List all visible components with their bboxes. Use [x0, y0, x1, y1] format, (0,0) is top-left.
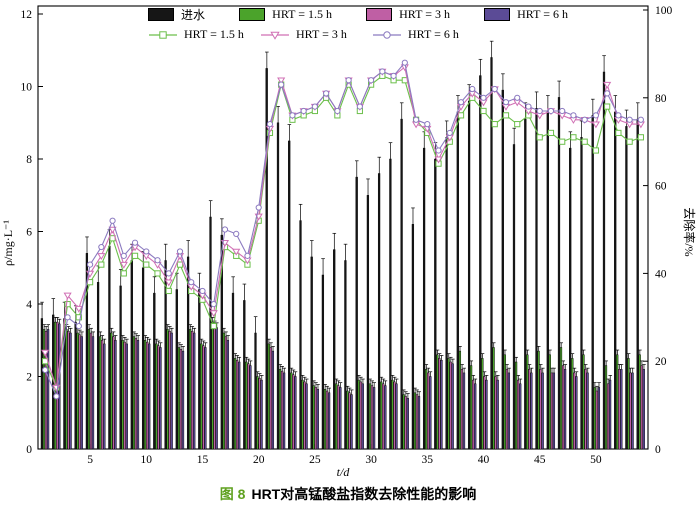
right-axis: 0 20 40 60 80 100: [643, 5, 673, 456]
svg-text:2: 2: [26, 372, 32, 384]
svg-text:20: 20: [655, 356, 667, 368]
svg-text:5: 5: [87, 454, 93, 466]
left-axis: 0 2 4 6 8 10 12: [21, 9, 43, 456]
legend-label: HRT = 6 h: [517, 7, 568, 21]
svg-text:10: 10: [141, 454, 153, 466]
svg-text:0: 0: [26, 444, 32, 456]
svg-text:20: 20: [253, 454, 265, 466]
error-bars-2: [44, 317, 644, 397]
legend-row-bars: 进水 HRT = 1.5 h HRT = 3 h HRT = 6 h: [148, 6, 568, 23]
legend-item-hrt3-bar: HRT = 3 h: [366, 7, 450, 22]
bars-0: [40, 57, 639, 450]
legend-label: HRT = 1.5 h: [272, 7, 332, 21]
chart-area: 0 2 4 6 8 10 12 0 20 40 60 80 100 5 10 15 20 25 30 35 40 45 50…: [1, 5, 696, 479]
svg-text:35: 35: [422, 454, 434, 466]
svg-text:40: 40: [655, 268, 667, 280]
bars-1: [42, 321, 641, 450]
triangle-down-marker-icon: [261, 31, 289, 40]
svg-text:15: 15: [197, 454, 209, 466]
right-axis-title: 去除率/%: [682, 207, 696, 256]
legend-item-influent: 进水: [148, 6, 205, 23]
axis-titles: ρ/mg·L⁻¹ 去除率/% t/d: [1, 207, 696, 479]
legend-item-hrt6-line: HRT = 6 h: [372, 27, 484, 42]
figure-caption: 图 8 HRT对高锰酸盐指数去除性能的影响: [0, 484, 696, 504]
bars-2: [44, 321, 643, 450]
line-0: [42, 72, 644, 391]
svg-text:0: 0: [655, 444, 661, 456]
legend-item-hrt15-bar: HRT = 1.5 h: [239, 7, 332, 22]
hrt3-bar-swatch: [366, 8, 393, 21]
svg-text:12: 12: [21, 9, 33, 21]
svg-text:45: 45: [534, 454, 546, 466]
error-bars-1: [42, 317, 642, 395]
legend-item-hrt3-line: HRT = 3 h: [260, 27, 372, 42]
svg-text:25: 25: [309, 454, 321, 466]
svg-text:8: 8: [26, 154, 32, 166]
line-2: [42, 59, 644, 400]
svg-text:4: 4: [26, 299, 32, 311]
influent-bar-swatch: [148, 8, 174, 21]
figure-caption-text: HRT对高锰酸盐指数去除性能的影响: [251, 486, 477, 502]
legend-label: HRT = 6 h: [408, 27, 459, 41]
x-axis-title: t/d: [337, 465, 351, 479]
bars-3: [46, 323, 645, 450]
legend-label: HRT = 3 h: [399, 7, 450, 21]
svg-text:30: 30: [365, 454, 377, 466]
chart-svg: 0 2 4 6 8 10 12 0 20 40 60 80 100 5 10 15 20 25 30 35 40 45 50…: [1, 5, 696, 479]
svg-text:40: 40: [478, 454, 490, 466]
svg-text:80: 80: [655, 93, 667, 105]
svg-text:100: 100: [655, 5, 673, 17]
svg-text:50: 50: [590, 454, 602, 466]
hrt15-bar-swatch: [239, 8, 266, 21]
circle-marker-icon: [373, 30, 401, 39]
legend-row-lines: HRT = 1.5 h HRT = 3 h HRT = 6 h: [148, 27, 568, 42]
svg-text:60: 60: [655, 181, 667, 193]
legend-label: HRT = 1.5 h: [184, 27, 244, 41]
hrt6-bar-swatch: [484, 8, 511, 21]
legend-label: HRT = 3 h: [296, 27, 347, 41]
legend: 进水 HRT = 1.5 h HRT = 3 h HRT = 6 h HRT =…: [148, 6, 568, 42]
svg-text:6: 6: [26, 227, 32, 239]
error-bars-0: [40, 40, 640, 333]
legend-item-hrt15-line: HRT = 1.5 h: [148, 27, 260, 42]
figure-number: 图 8: [219, 486, 246, 502]
left-axis-title: ρ/mg·L⁻¹: [1, 220, 15, 266]
plot-frame: [37, 5, 649, 450]
error-bars-3: [46, 318, 646, 399]
legend-label: 进水: [181, 8, 206, 22]
legend-item-hrt6-bar: HRT = 6 h: [484, 7, 568, 22]
svg-text:10: 10: [21, 82, 33, 94]
square-marker-icon: [149, 30, 177, 39]
